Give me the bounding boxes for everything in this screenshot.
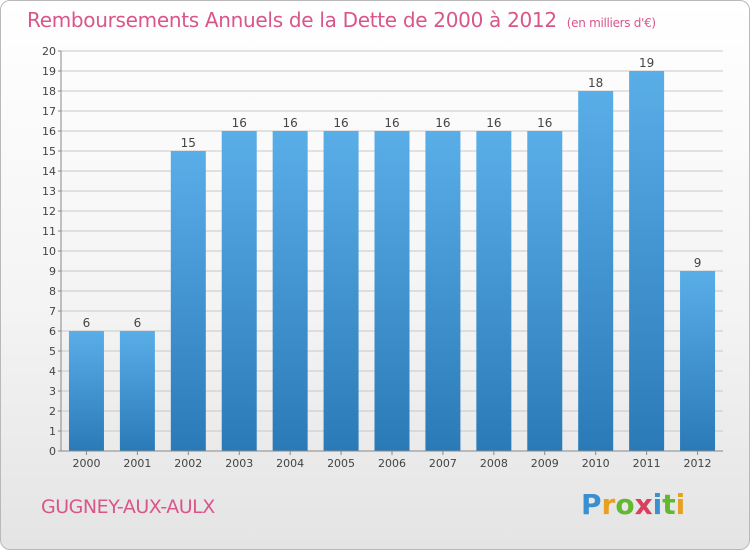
bar-2012 (680, 271, 716, 451)
y-tick-label: 1 (49, 425, 56, 438)
bar-value-label: 16 (333, 116, 348, 130)
bar-value-label: 16 (537, 116, 552, 130)
bar-value-label: 18 (588, 76, 603, 90)
y-tick-label: 15 (42, 145, 56, 158)
bar-value-label: 16 (283, 116, 298, 130)
commune-name: GUGNEY-AUX-AULX (41, 496, 215, 518)
x-tick-label: 2006 (378, 457, 406, 470)
y-tick-label: 6 (49, 325, 56, 338)
bar-value-label: 9 (694, 256, 702, 270)
y-tick-label: 14 (42, 165, 56, 178)
y-tick-label: 17 (42, 105, 56, 118)
x-tick-label: 2002 (174, 457, 202, 470)
y-tick-label: 19 (42, 65, 56, 78)
x-tick-label: 2000 (72, 457, 100, 470)
bar-value-label: 6 (83, 316, 91, 330)
bar-value-label: 16 (486, 116, 501, 130)
x-tick-label: 2008 (480, 457, 508, 470)
x-tick-label: 2009 (531, 457, 559, 470)
x-tick-label: 2007 (429, 457, 457, 470)
bar-value-label: 6 (134, 316, 142, 330)
y-tick-label: 11 (42, 225, 56, 238)
y-tick-label: 2 (49, 405, 56, 418)
bar-2005 (323, 131, 359, 451)
x-tick-label: 2011 (633, 457, 661, 470)
bar-2001 (119, 331, 155, 451)
y-tick-label: 10 (42, 245, 56, 258)
y-tick-label: 3 (49, 385, 56, 398)
x-tick-label: 2010 (582, 457, 610, 470)
bar-2011 (629, 71, 665, 451)
y-tick-label: 9 (49, 265, 56, 278)
x-tick-label: 2004 (276, 457, 304, 470)
x-tick-label: 2012 (684, 457, 712, 470)
y-tick-label: 18 (42, 85, 56, 98)
bar-value-label: 16 (232, 116, 247, 130)
proxiti-logo: Proxiti (581, 488, 686, 521)
chart-subtitle: (en milliers d'€) (566, 16, 656, 30)
chart-title: Remboursements Annuels de la Dette de 20… (27, 8, 656, 32)
y-tick-label: 13 (42, 185, 56, 198)
bar-2004 (272, 131, 308, 451)
x-tick-label: 2005 (327, 457, 355, 470)
x-tick-label: 2003 (225, 457, 253, 470)
y-tick-label: 7 (49, 305, 56, 318)
bars: 6 6 15 16 16 16 16 16 16 16 18 19 9 (68, 56, 716, 451)
y-tick-label: 20 (42, 45, 56, 58)
bar-2002 (170, 151, 206, 451)
bar-value-label: 15 (181, 136, 196, 150)
y-tick-label: 12 (42, 205, 56, 218)
bar-value-label: 19 (639, 56, 654, 70)
bar-2010 (578, 91, 614, 451)
bar-2007 (425, 131, 461, 451)
chart-title-text: Remboursements Annuels de la Dette de 20… (27, 8, 557, 32)
bar-2000 (68, 331, 104, 451)
y-tick-label: 16 (42, 125, 56, 138)
bar-2003 (221, 131, 257, 451)
x-tick-label: 2001 (123, 457, 151, 470)
y-tick-label: 5 (49, 345, 56, 358)
bar-value-label: 16 (384, 116, 399, 130)
bar-2008 (476, 131, 512, 451)
bar-2006 (374, 131, 410, 451)
bar-value-label: 16 (435, 116, 450, 130)
y-tick-label: 8 (49, 285, 56, 298)
bar-2009 (527, 131, 563, 451)
y-tick-label: 0 (49, 445, 56, 458)
y-tick-label: 4 (49, 365, 56, 378)
